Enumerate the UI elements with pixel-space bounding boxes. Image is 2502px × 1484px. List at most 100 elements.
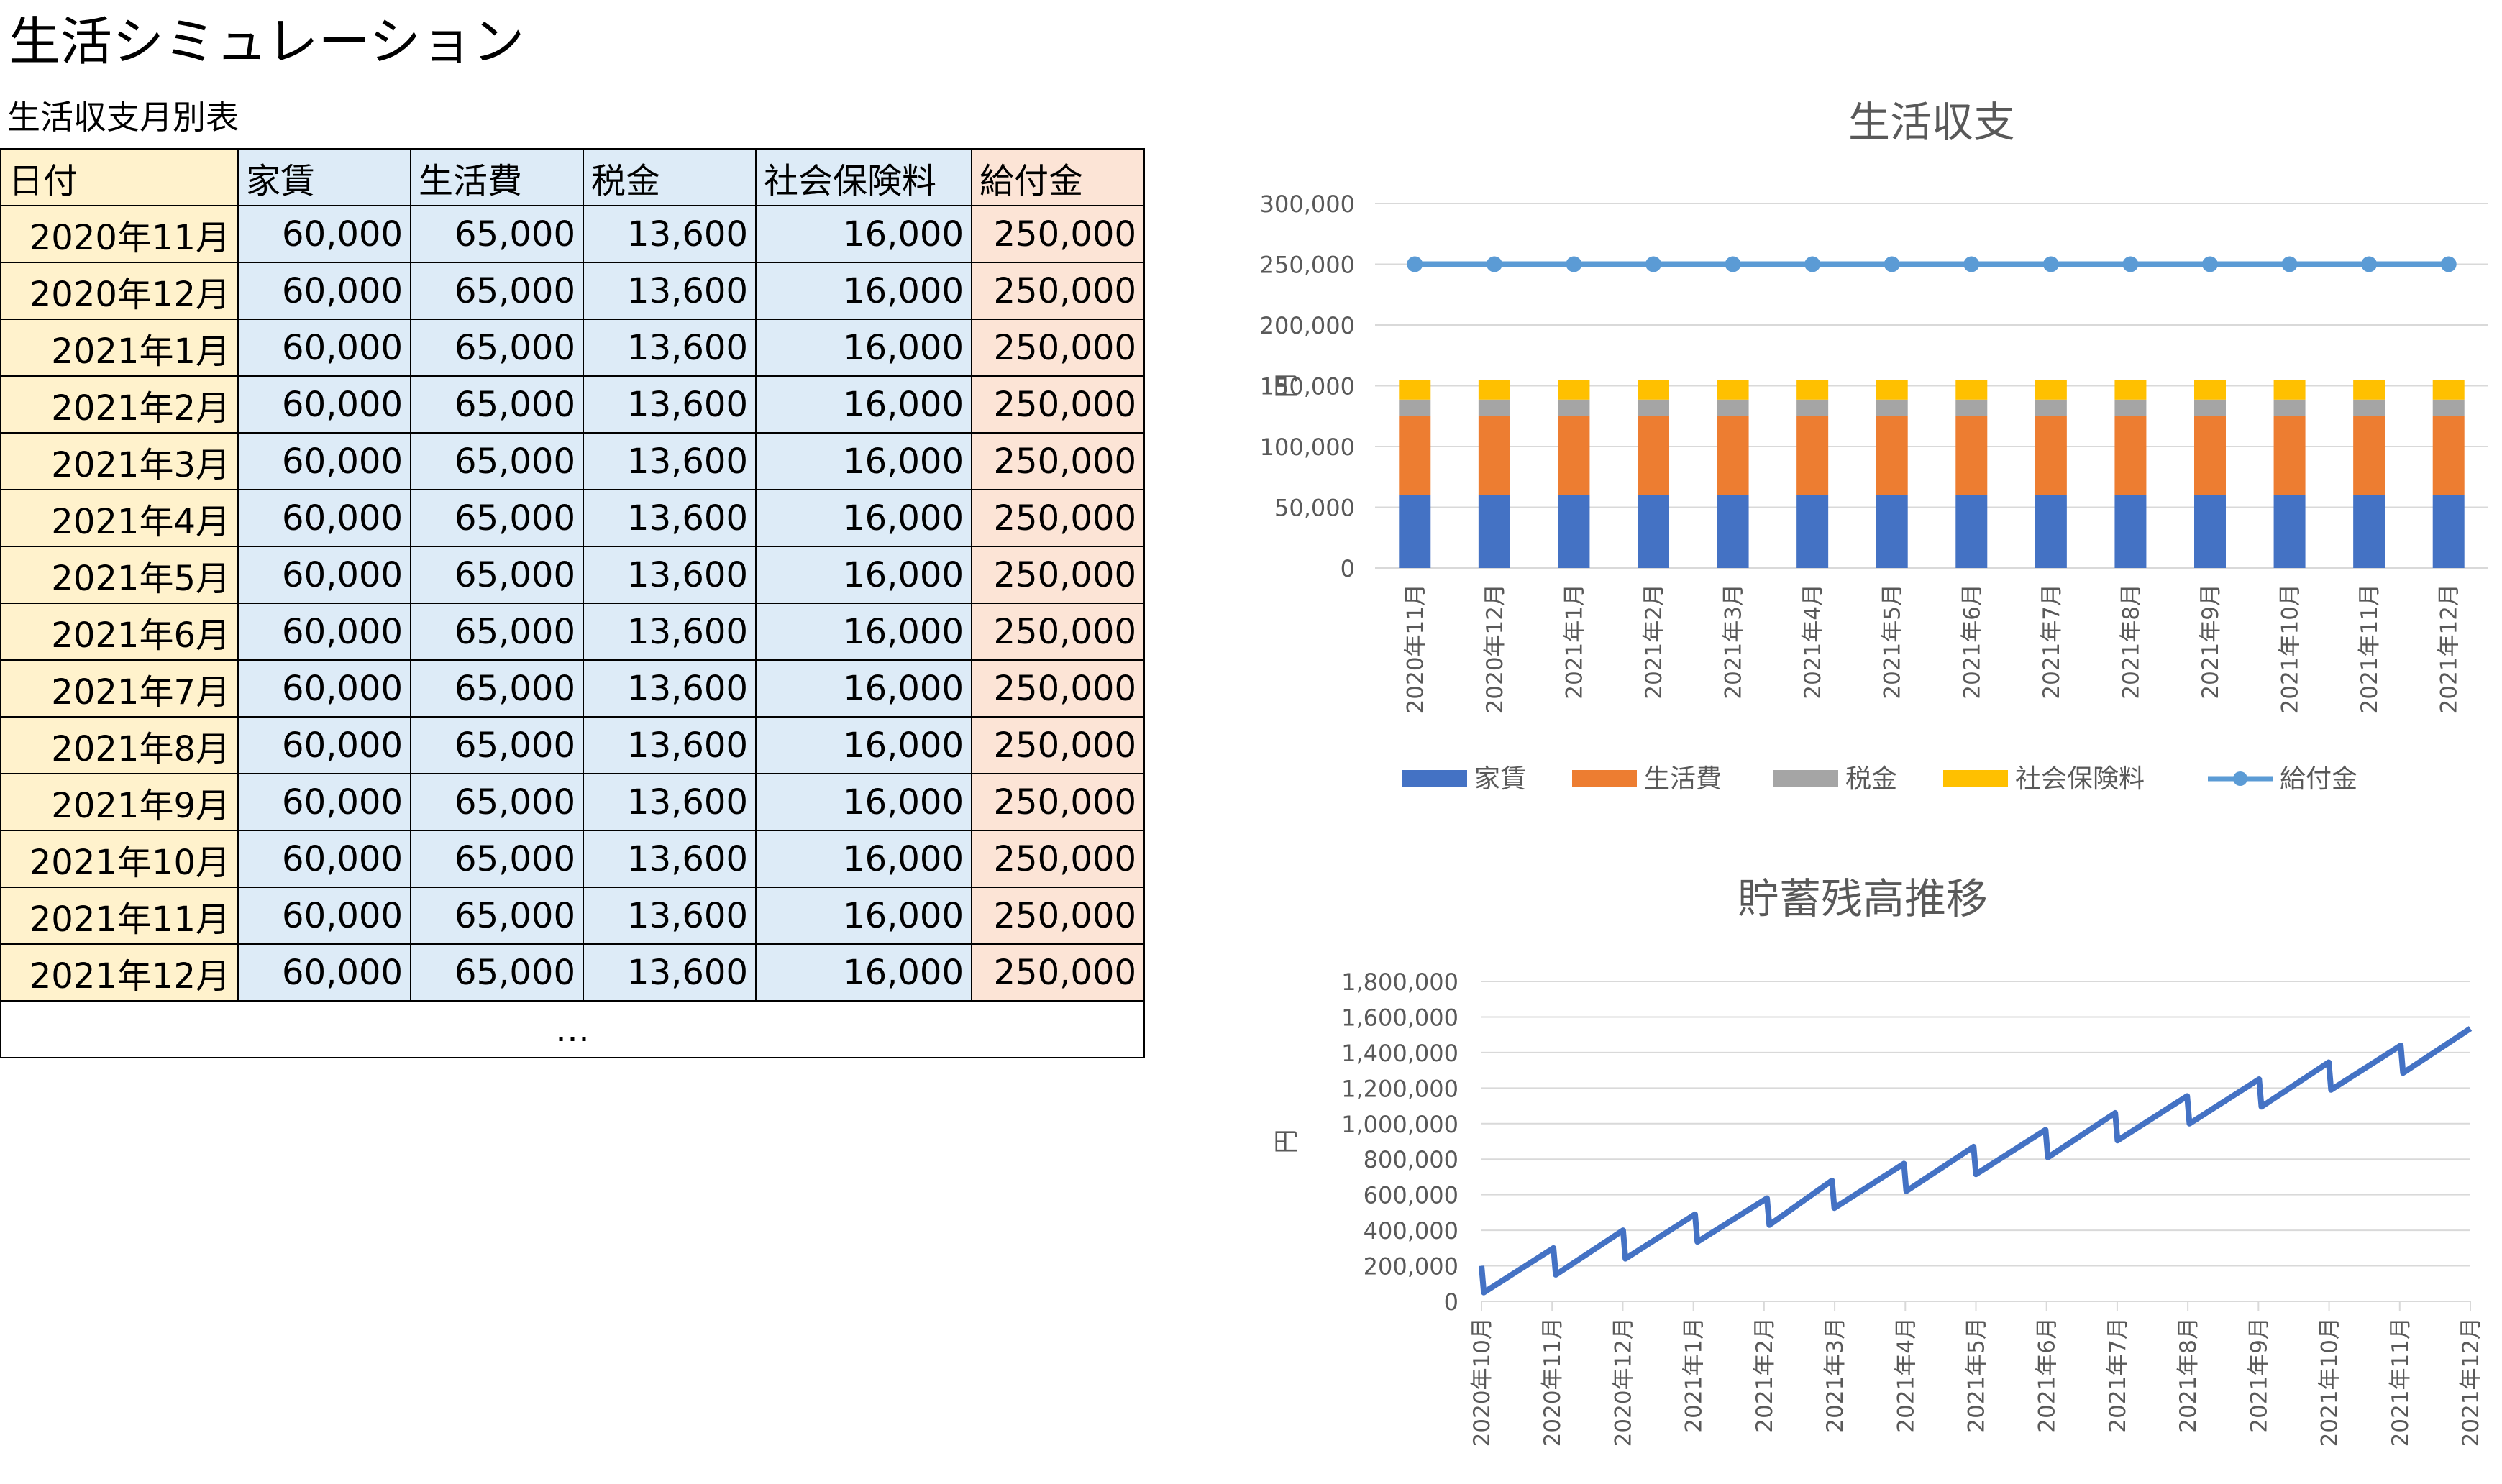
cell-social-insurance[interactable]: 16,000: [755, 205, 972, 263]
cell-tax[interactable]: 13,600: [583, 943, 757, 1002]
income-expense-chart[interactable]: 生活収支 0 50,000 100,000 150,000 200,000 250,000 3…: [1223, 72, 2502, 798]
cell-date[interactable]: 2021年9月: [0, 773, 239, 831]
ellipsis-cell[interactable]: …: [0, 1000, 1145, 1058]
cell-tax[interactable]: 13,600: [583, 546, 757, 604]
cell-living-cost[interactable]: 65,000: [410, 262, 584, 320]
legend-label: 社会保険料: [2015, 764, 2145, 794]
cell-rent[interactable]: 60,000: [237, 319, 411, 377]
cell-benefit[interactable]: 250,000: [971, 603, 1145, 661]
cell-tax[interactable]: 13,600: [583, 489, 757, 547]
bar-生活費: [2114, 416, 2147, 495]
x-tick-label: 2021年1月: [1681, 1317, 1707, 1433]
cell-social-insurance[interactable]: 16,000: [755, 887, 972, 945]
cell-date[interactable]: 2021年7月: [0, 659, 239, 718]
cell-date[interactable]: 2021年6月: [0, 603, 239, 661]
cell-benefit[interactable]: 250,000: [971, 716, 1145, 774]
header-rent[interactable]: 家賃: [237, 148, 411, 206]
cell-date[interactable]: 2021年10月: [0, 830, 239, 888]
cell-date[interactable]: 2021年5月: [0, 546, 239, 604]
cell-living-cost[interactable]: 65,000: [410, 830, 584, 888]
cell-rent[interactable]: 60,000: [237, 659, 411, 718]
cell-social-insurance[interactable]: 16,000: [755, 432, 972, 490]
cell-social-insurance[interactable]: 16,000: [755, 546, 972, 604]
cell-social-insurance[interactable]: 16,000: [755, 943, 972, 1002]
cell-social-insurance[interactable]: 16,000: [755, 830, 972, 888]
cell-social-insurance[interactable]: 16,000: [755, 603, 972, 661]
cell-tax[interactable]: 13,600: [583, 375, 757, 434]
cell-rent[interactable]: 60,000: [237, 716, 411, 774]
cell-rent[interactable]: 60,000: [237, 887, 411, 945]
cell-living-cost[interactable]: 65,000: [410, 716, 584, 774]
cell-social-insurance[interactable]: 16,000: [755, 716, 972, 774]
cell-date[interactable]: 2021年3月: [0, 432, 239, 490]
cell-date[interactable]: 2021年1月: [0, 319, 239, 377]
cell-date[interactable]: 2021年8月: [0, 716, 239, 774]
header-tax[interactable]: 税金: [583, 148, 757, 206]
cell-tax[interactable]: 13,600: [583, 716, 757, 774]
cell-social-insurance[interactable]: 16,000: [755, 375, 972, 434]
cell-living-cost[interactable]: 65,000: [410, 603, 584, 661]
cell-benefit[interactable]: 250,000: [971, 887, 1145, 945]
cell-rent[interactable]: 60,000: [237, 262, 411, 320]
cell-benefit[interactable]: 250,000: [971, 489, 1145, 547]
cell-living-cost[interactable]: 65,000: [410, 375, 584, 434]
cell-rent[interactable]: 60,000: [237, 773, 411, 831]
bar-家賃: [2114, 495, 2147, 568]
cell-tax[interactable]: 13,600: [583, 830, 757, 888]
point-給付金: [1804, 256, 1821, 272]
cell-benefit[interactable]: 250,000: [971, 659, 1145, 718]
cell-tax[interactable]: 13,600: [583, 603, 757, 661]
cell-tax[interactable]: 13,600: [583, 262, 757, 320]
cell-rent[interactable]: 60,000: [237, 603, 411, 661]
bar-生活費: [2353, 416, 2385, 495]
cell-tax[interactable]: 13,600: [583, 659, 757, 718]
cell-benefit[interactable]: 250,000: [971, 773, 1145, 831]
cell-social-insurance[interactable]: 16,000: [755, 773, 972, 831]
cell-benefit[interactable]: 250,000: [971, 205, 1145, 263]
cell-tax[interactable]: 13,600: [583, 319, 757, 377]
header-social-insurance[interactable]: 社会保険料: [755, 148, 972, 206]
cell-benefit[interactable]: 250,000: [971, 546, 1145, 604]
cell-rent[interactable]: 60,000: [237, 432, 411, 490]
cell-date[interactable]: 2021年12月: [0, 943, 239, 1002]
cell-rent[interactable]: 60,000: [237, 375, 411, 434]
cell-benefit[interactable]: 250,000: [971, 432, 1145, 490]
savings-balance-chart[interactable]: 貯蓄残高推移 0 200,000 400,000 600,000 800,000 1,000…: [1223, 848, 2502, 1481]
cell-date[interactable]: 2021年4月: [0, 489, 239, 547]
cell-date[interactable]: 2020年12月: [0, 262, 239, 320]
cell-benefit[interactable]: 250,000: [971, 375, 1145, 434]
cell-living-cost[interactable]: 65,000: [410, 546, 584, 604]
cell-living-cost[interactable]: 65,000: [410, 432, 584, 490]
cell-living-cost[interactable]: 65,000: [410, 943, 584, 1002]
cell-rent[interactable]: 60,000: [237, 943, 411, 1002]
cell-benefit[interactable]: 250,000: [971, 943, 1145, 1002]
cell-benefit[interactable]: 250,000: [971, 262, 1145, 320]
cell-living-cost[interactable]: 65,000: [410, 489, 584, 547]
header-date[interactable]: 日付: [0, 148, 239, 206]
header-living-cost[interactable]: 生活費: [410, 148, 584, 206]
cell-living-cost[interactable]: 65,000: [410, 205, 584, 263]
cell-tax[interactable]: 13,600: [583, 432, 757, 490]
cell-rent[interactable]: 60,000: [237, 830, 411, 888]
cell-rent[interactable]: 60,000: [237, 546, 411, 604]
cell-date[interactable]: 2021年11月: [0, 887, 239, 945]
cell-rent[interactable]: 60,000: [237, 205, 411, 263]
cell-benefit[interactable]: 250,000: [971, 319, 1145, 377]
cell-date[interactable]: 2021年2月: [0, 375, 239, 434]
cell-tax[interactable]: 13,600: [583, 773, 757, 831]
cell-social-insurance[interactable]: 16,000: [755, 262, 972, 320]
cell-tax[interactable]: 13,600: [583, 205, 757, 263]
cell-social-insurance[interactable]: 16,000: [755, 489, 972, 547]
cell-tax[interactable]: 13,600: [583, 887, 757, 945]
cell-benefit[interactable]: 250,000: [971, 830, 1145, 888]
cell-living-cost[interactable]: 65,000: [410, 887, 584, 945]
cell-date[interactable]: 2020年11月: [0, 205, 239, 263]
cell-living-cost[interactable]: 65,000: [410, 319, 584, 377]
cell-living-cost[interactable]: 65,000: [410, 659, 584, 718]
cell-living-cost[interactable]: 65,000: [410, 773, 584, 831]
header-benefit[interactable]: 給付金: [971, 148, 1145, 206]
cell-social-insurance[interactable]: 16,000: [755, 659, 972, 718]
bar-税金: [2273, 399, 2306, 416]
cell-social-insurance[interactable]: 16,000: [755, 319, 972, 377]
cell-rent[interactable]: 60,000: [237, 489, 411, 547]
